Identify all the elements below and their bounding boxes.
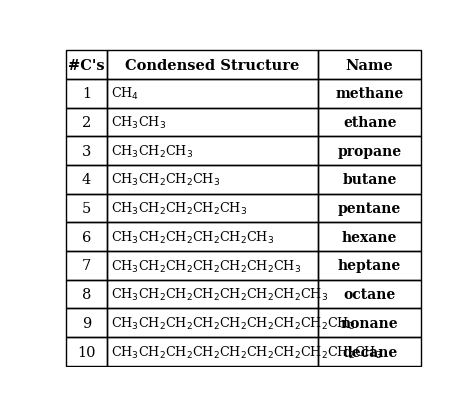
Text: 1: 1 xyxy=(82,87,91,101)
Text: Condensed Structure: Condensed Structure xyxy=(125,59,300,72)
Text: #C's: #C's xyxy=(68,59,105,72)
Text: octane: octane xyxy=(344,287,396,301)
Bar xyxy=(107,108,318,137)
Bar xyxy=(66,280,107,309)
Bar xyxy=(107,137,318,166)
Bar xyxy=(107,51,318,80)
Text: heptane: heptane xyxy=(338,259,401,273)
Bar xyxy=(318,194,421,223)
Bar xyxy=(107,252,318,280)
Bar xyxy=(318,280,421,309)
Text: 6: 6 xyxy=(82,230,91,244)
Text: 5: 5 xyxy=(82,202,91,216)
Bar xyxy=(318,137,421,166)
Text: 4: 4 xyxy=(82,173,91,187)
Text: ethane: ethane xyxy=(343,116,396,130)
Text: methane: methane xyxy=(336,87,404,101)
Bar xyxy=(318,309,421,337)
Bar xyxy=(318,223,421,252)
Text: CH$_3$CH$_2$CH$_2$CH$_2$CH$_3$: CH$_3$CH$_2$CH$_2$CH$_2$CH$_3$ xyxy=(111,201,247,216)
Bar xyxy=(66,223,107,252)
Bar xyxy=(318,51,421,80)
Bar xyxy=(107,166,318,194)
Text: 2: 2 xyxy=(82,116,91,130)
Bar xyxy=(66,108,107,137)
Bar xyxy=(66,194,107,223)
Bar xyxy=(66,337,107,366)
Text: hexane: hexane xyxy=(342,230,397,244)
Bar xyxy=(107,280,318,309)
Bar xyxy=(107,337,318,366)
Bar xyxy=(66,252,107,280)
Bar xyxy=(66,137,107,166)
Text: Name: Name xyxy=(346,59,393,72)
Text: 3: 3 xyxy=(82,144,91,158)
Bar xyxy=(66,166,107,194)
Bar xyxy=(318,166,421,194)
Text: CH$_3$CH$_3$: CH$_3$CH$_3$ xyxy=(111,115,166,131)
Text: pentane: pentane xyxy=(338,202,401,216)
Text: CH$_3$CH$_2$CH$_2$CH$_2$CH$_2$CH$_2$CH$_2$CH$_2$CH$_2$CH$_3$: CH$_3$CH$_2$CH$_2$CH$_2$CH$_2$CH$_2$CH$_… xyxy=(111,344,383,360)
Text: CH$_3$CH$_2$CH$_2$CH$_2$CH$_2$CH$_2$CH$_2$CH$_3$: CH$_3$CH$_2$CH$_2$CH$_2$CH$_2$CH$_2$CH$_… xyxy=(111,286,329,302)
Bar xyxy=(318,80,421,108)
Text: nonane: nonane xyxy=(341,316,399,330)
Bar xyxy=(318,337,421,366)
Text: CH$_3$CH$_2$CH$_2$CH$_3$: CH$_3$CH$_2$CH$_2$CH$_3$ xyxy=(111,172,220,188)
Bar xyxy=(107,80,318,108)
Text: 9: 9 xyxy=(82,316,91,330)
Text: 10: 10 xyxy=(77,345,96,358)
Text: CH$_3$CH$_2$CH$_2$CH$_2$CH$_2$CH$_2$CH$_2$CH$_2$CH$_3$: CH$_3$CH$_2$CH$_2$CH$_2$CH$_2$CH$_2$CH$_… xyxy=(111,315,355,331)
Bar xyxy=(318,252,421,280)
Bar xyxy=(318,108,421,137)
Text: CH$_3$CH$_2$CH$_2$CH$_2$CH$_2$CH$_2$CH$_3$: CH$_3$CH$_2$CH$_2$CH$_2$CH$_2$CH$_2$CH$_… xyxy=(111,258,301,274)
Text: propane: propane xyxy=(337,144,402,158)
Text: CH$_3$CH$_2$CH$_3$: CH$_3$CH$_2$CH$_3$ xyxy=(111,143,193,159)
Bar xyxy=(107,309,318,337)
Text: CH$_4$: CH$_4$ xyxy=(111,86,140,102)
Bar xyxy=(66,80,107,108)
Bar xyxy=(66,309,107,337)
Text: decane: decane xyxy=(342,345,397,358)
Text: 7: 7 xyxy=(82,259,91,273)
Bar xyxy=(66,51,107,80)
Bar xyxy=(107,194,318,223)
Bar xyxy=(107,223,318,252)
Text: butane: butane xyxy=(343,173,397,187)
Text: 8: 8 xyxy=(82,287,91,301)
Text: CH$_3$CH$_2$CH$_2$CH$_2$CH$_2$CH$_3$: CH$_3$CH$_2$CH$_2$CH$_2$CH$_2$CH$_3$ xyxy=(111,229,274,245)
